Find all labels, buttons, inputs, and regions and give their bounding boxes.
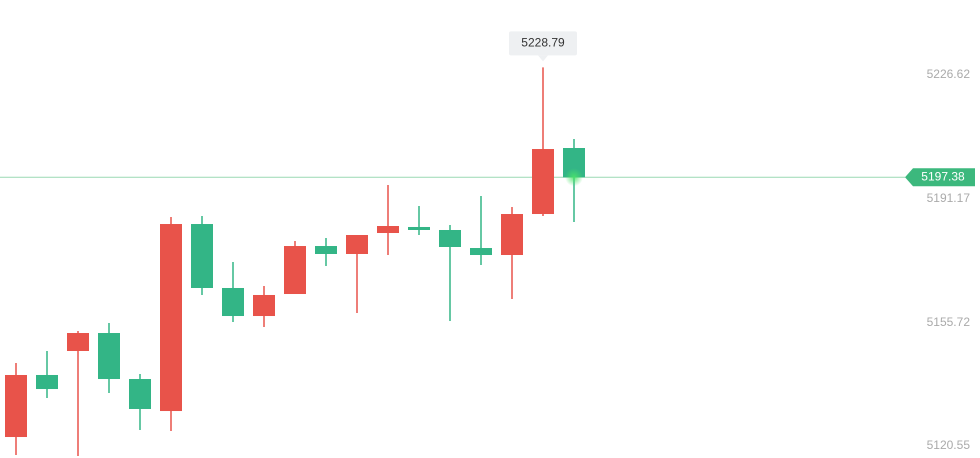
candle-body — [501, 214, 523, 256]
y-tick-label: 5120.55 — [927, 438, 971, 452]
candle-body — [470, 248, 492, 256]
badge-shape — [905, 168, 975, 187]
candle-body — [563, 148, 585, 178]
y-tick-label: 5155.72 — [927, 315, 971, 329]
candle-body — [222, 287, 244, 317]
tooltip-label: 5228.79 — [521, 36, 565, 50]
last-price-glow — [565, 168, 583, 187]
candle-body — [36, 374, 58, 390]
candle-body — [5, 374, 27, 438]
candle-body — [532, 149, 554, 215]
last-price-label: 5197.38 — [921, 169, 965, 183]
high-tooltip: 5228.79 — [509, 31, 577, 62]
candle-body — [98, 333, 120, 380]
candle-body — [129, 379, 151, 409]
y-tick-label: 5226.62 — [927, 67, 971, 81]
candle-body — [67, 333, 89, 351]
last-price-badge: 5197.38 — [905, 168, 975, 187]
candle-body — [315, 246, 337, 254]
candle-body — [253, 294, 275, 317]
candle-body — [377, 226, 399, 234]
tooltip-box — [509, 31, 577, 56]
tooltip-pointer — [538, 55, 548, 62]
y-tick-label: 5191.17 — [927, 191, 971, 205]
candle-body — [160, 224, 182, 412]
candle-body — [408, 226, 430, 230]
candle-body — [439, 229, 461, 247]
candle-body — [191, 224, 213, 288]
candle-body — [284, 246, 306, 295]
candle-body — [346, 234, 368, 254]
